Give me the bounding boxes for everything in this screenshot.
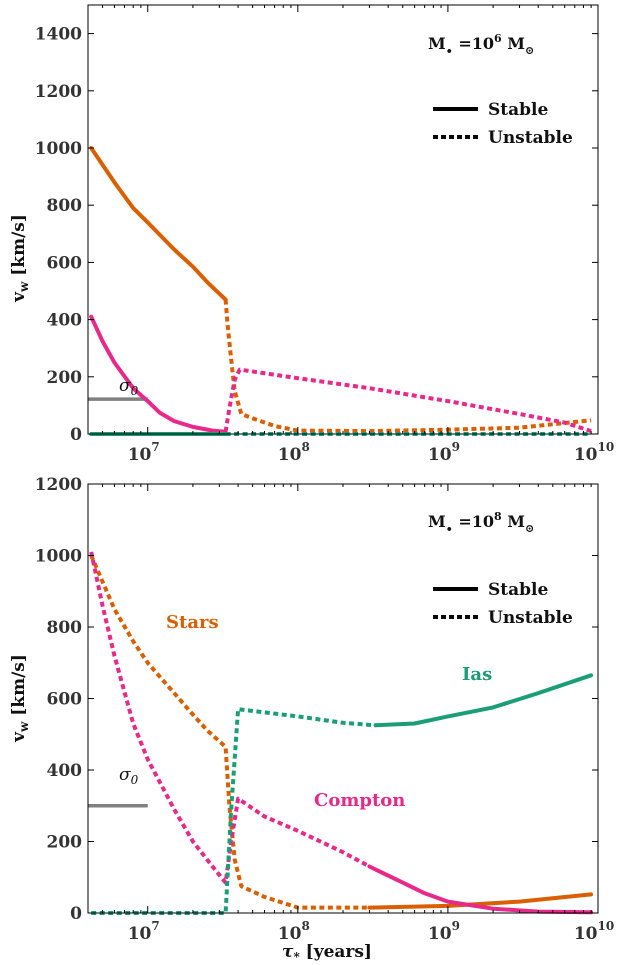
- top-ytick-label: 1200: [35, 82, 82, 102]
- bottom-ias-dotted-line: [91, 707, 376, 915]
- bottom-xtick-label: 1010: [574, 919, 614, 944]
- top-x-ticks: 107 108 109 1010: [102, 5, 614, 465]
- bottom-series-group: [88, 551, 594, 915]
- bottom-y-axis-label: vw [km/s]: [9, 654, 31, 743]
- top-xtick-label: 109: [428, 440, 460, 465]
- top-xtick-label: 1010: [574, 440, 614, 465]
- bottom-mass-label: M• =108 M⊙: [428, 510, 534, 536]
- top-legend-unstable-label: Unstable: [488, 128, 573, 148]
- bottom-legend-unstable-label: Unstable: [488, 608, 573, 628]
- top-series-group: [88, 146, 592, 436]
- bottom-ytick-label: 1200: [35, 475, 82, 495]
- bottom-xtick-label: 107: [128, 919, 160, 944]
- bottom-y-ticks: 0 200 400 600 800 1000 1200: [35, 475, 598, 924]
- bottom-ytick-label: 400: [47, 761, 83, 781]
- top-ytick-label: 200: [47, 368, 83, 388]
- bottom-ytick-label: 0: [70, 904, 82, 924]
- bottom-stars-solid-line: [367, 892, 594, 910]
- bottom-xtick-label: 109: [428, 919, 460, 944]
- bottom-x-axis-label: τ* [years]: [282, 942, 372, 964]
- top-legend: Stable Unstable: [433, 100, 573, 148]
- bottom-ytick-label: 200: [47, 833, 83, 853]
- top-plot-frame: [87, 4, 599, 435]
- bottom-legend: Stable Unstable: [433, 580, 573, 628]
- bottom-compton-dotted-line: [89, 551, 371, 885]
- annotation-compton: Compton: [314, 790, 405, 811]
- top-ytick-label: 800: [47, 196, 83, 216]
- top-stars-dotted-line: [223, 299, 592, 434]
- bottom-ytick-label: 1000: [35, 547, 82, 567]
- bottom-panel: 0 200 400 600 800 1000 1200 107 108 109 1010 vw […: [9, 475, 614, 964]
- top-xtick-label: 107: [128, 440, 160, 465]
- bottom-ytick-label: 800: [47, 618, 83, 638]
- bottom-x-ticks: 107 108 109 1010: [102, 484, 614, 944]
- top-sigma-label: σ0: [119, 376, 139, 398]
- top-xtick-label: 108: [278, 440, 310, 465]
- top-ytick-label: 0: [70, 425, 82, 445]
- top-ytick-label: 400: [47, 311, 83, 331]
- top-legend-stable-label: Stable: [488, 100, 548, 120]
- bottom-ytick-label: 600: [47, 690, 83, 710]
- bottom-legend-stable-label: Stable: [488, 580, 548, 600]
- top-y-axis-label: vw [km/s]: [9, 214, 31, 303]
- bottom-ias-solid-line: [373, 673, 594, 728]
- top-ytick-label: 1400: [35, 25, 82, 45]
- top-ytick-label: 1000: [35, 139, 82, 159]
- top-ytick-label: 600: [47, 253, 83, 273]
- top-y-ticks: 0 200 400 600 800 1000 1200 1400: [35, 25, 598, 445]
- annotation-ias: Ias: [462, 664, 492, 685]
- top-compton-dotted-line: [223, 367, 592, 434]
- bottom-sigma-label: σ0: [119, 765, 139, 787]
- bottom-xtick-label: 108: [278, 919, 310, 944]
- top-stars-solid-line: [89, 146, 228, 302]
- top-mass-label: M• =106 M⊙: [428, 32, 534, 58]
- annotation-stars: Stars: [166, 612, 219, 633]
- bottom-stars-dotted-line: [89, 554, 370, 910]
- top-compton-solid-line: [89, 314, 228, 434]
